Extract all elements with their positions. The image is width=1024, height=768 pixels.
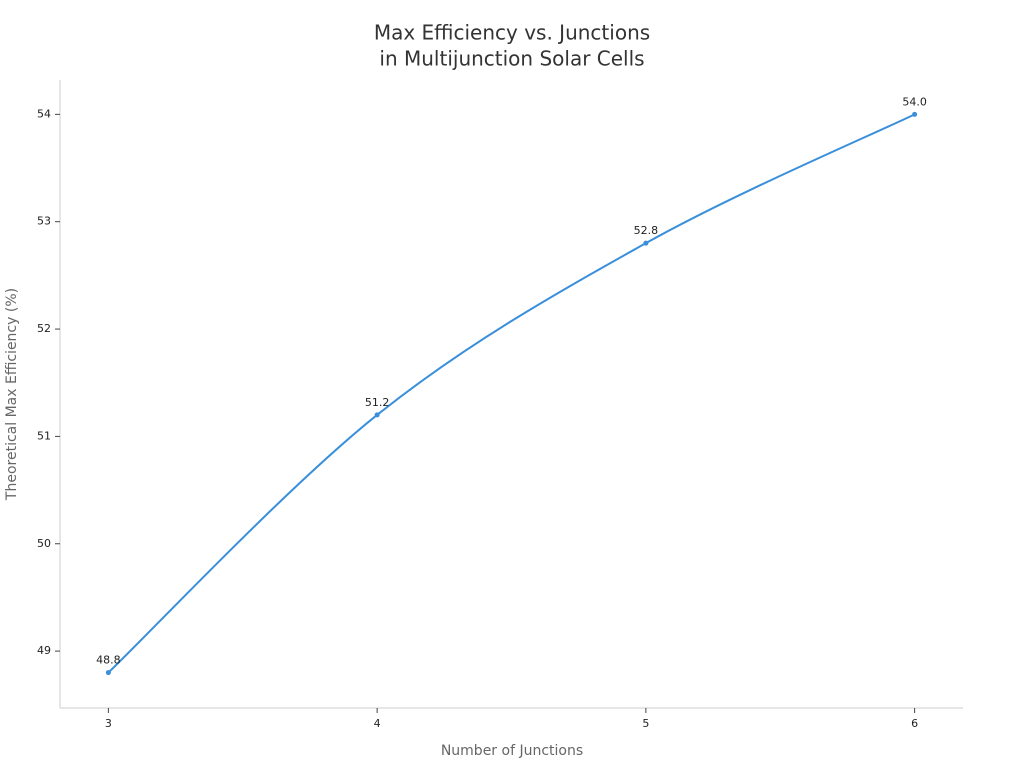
x-axis-label: Number of Junctions (441, 743, 583, 759)
point (374, 412, 380, 418)
x-tick-label: 3 (105, 717, 112, 730)
y-tick-label: 53 (37, 215, 51, 228)
y-tick-label: 50 (37, 537, 51, 550)
data-label: 52.8 (634, 224, 659, 237)
x-tick-label: 5 (642, 717, 649, 730)
chart-title: Max Efficiency vs. Junctions (374, 21, 650, 45)
line (107, 113, 916, 674)
data-label: 48.8 (96, 654, 121, 667)
data-label: 54.0 (902, 95, 927, 108)
y-axis-label: Theoretical Max Efficiency (%) (4, 288, 20, 501)
chart-title: in Multijunction Solar Cells (379, 47, 644, 71)
y-tick-label: 54 (37, 107, 51, 120)
x-tick-label: 6 (911, 717, 918, 730)
point (105, 670, 111, 676)
data-label: 51.2 (365, 396, 390, 409)
point (643, 240, 649, 246)
x-tick-label: 4 (374, 717, 381, 730)
y-tick-label: 51 (37, 429, 51, 442)
y-tick-label: 52 (37, 322, 51, 335)
y-tick-label: 49 (37, 644, 51, 657)
point (912, 111, 918, 117)
